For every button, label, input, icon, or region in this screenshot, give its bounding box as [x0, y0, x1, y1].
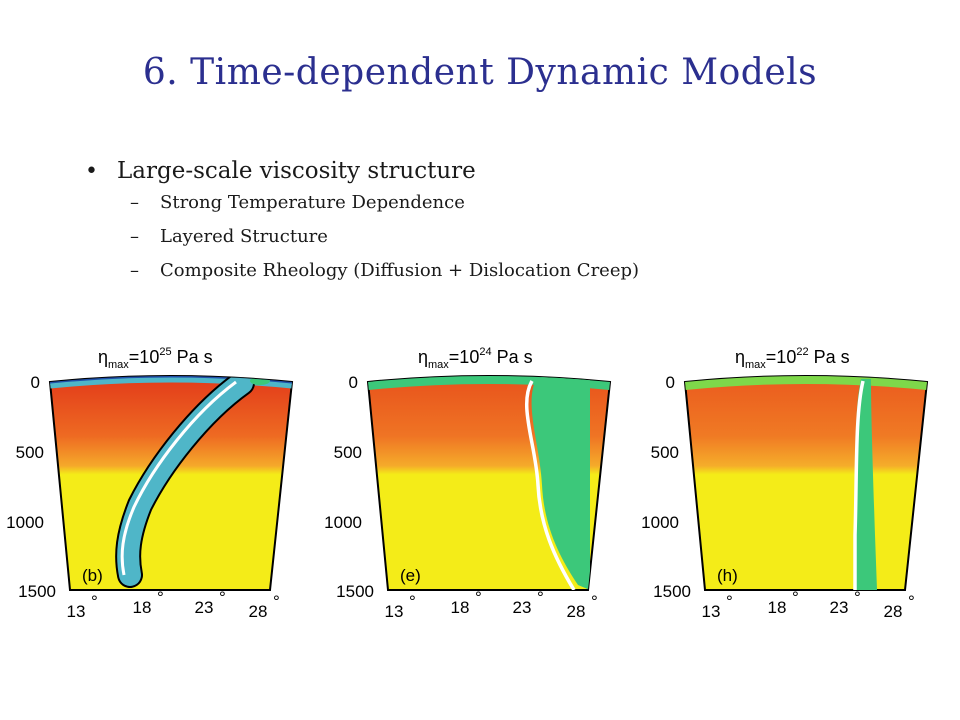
depth-tick: 500 — [16, 443, 44, 462]
slab-interface — [524, 380, 576, 590]
svg-text:ηmax=1025 Pa s: ηmax=1025 Pa s — [98, 346, 213, 371]
degree-symbol: ° — [409, 592, 416, 611]
sub-item-text: Composite Rheology (Diffusion + Dislocat… — [160, 260, 640, 281]
lon-tick: 18 — [133, 598, 152, 617]
svg-text:ηmax=1022 Pa s: ηmax=1022 Pa s — [735, 346, 850, 371]
bullet-dot-icon: • — [85, 159, 98, 184]
svg-text:ηmax=1024 Pa s: ηmax=1024 Pa s — [418, 346, 533, 371]
degree-symbol: ° — [591, 592, 598, 611]
depth-tick: 500 — [334, 443, 362, 462]
depth-tick: 0 — [31, 373, 40, 392]
sub-item: – Layered Structure — [130, 226, 885, 260]
degree-symbol: ° — [91, 592, 98, 611]
sub-item: – Composite Rheology (Diffusion + Disloc… — [130, 260, 885, 294]
slab-interface — [853, 380, 865, 590]
degree-symbol: ° — [537, 588, 544, 607]
lon-tick: 13 — [702, 602, 721, 621]
degree-symbol: ° — [908, 592, 915, 611]
panel-h: ηmax=1022 Pa s 0 500 1000 1500 (h) 13 18… — [641, 335, 955, 625]
panel-e-figure: ηmax=1024 Pa s 0 500 1000 1500 (e) 13 18… — [324, 346, 612, 621]
bullet-list: • Large-scale viscosity structure – Stro… — [85, 158, 885, 294]
lon-tick: 23 — [195, 598, 214, 617]
depth-tick: 1000 — [324, 513, 362, 532]
degree-symbol: ° — [792, 588, 799, 607]
lon-tick: 13 — [385, 602, 404, 621]
lon-tick: 23 — [830, 598, 849, 617]
lon-tick: 23 — [513, 598, 532, 617]
depth-tick: 0 — [349, 373, 358, 392]
lon-tick: 13 — [67, 602, 86, 621]
depth-tick: 1500 — [336, 582, 374, 601]
lon-tick: 18 — [768, 598, 787, 617]
degree-symbol: ° — [475, 588, 482, 607]
lon-tick: 28 — [567, 602, 586, 621]
panel-label: (h) — [717, 566, 738, 585]
eta-label: ηmax=1024 Pa s — [418, 346, 533, 371]
degree-symbol: ° — [273, 592, 280, 611]
lon-tick: 18 — [451, 598, 470, 617]
dash-icon: – — [130, 192, 139, 213]
depth-tick: 1000 — [641, 513, 679, 532]
sub-list: – Strong Temperature Dependence – Layere… — [130, 192, 885, 294]
sub-item-text: Layered Structure — [160, 226, 328, 247]
eta-label: ηmax=1025 Pa s — [98, 346, 213, 371]
sub-item: – Strong Temperature Dependence — [130, 192, 885, 226]
lithosphere-band — [685, 376, 927, 390]
panel-h-figure: ηmax=1022 Pa s 0 500 1000 1500 (h) 13 18… — [641, 346, 929, 621]
mantle-section — [683, 375, 929, 591]
depth-tick: 500 — [651, 443, 679, 462]
depth-tick: 1500 — [653, 582, 691, 601]
degree-symbol: ° — [854, 588, 861, 607]
dash-icon: – — [130, 260, 139, 281]
panel-label: (b) — [82, 566, 103, 585]
depth-tick: 1000 — [6, 513, 44, 532]
degree-symbol: ° — [219, 588, 226, 607]
lon-tick: 28 — [884, 602, 903, 621]
slab-interface — [120, 380, 237, 576]
dash-icon: – — [130, 226, 139, 247]
slab-body — [531, 376, 590, 590]
panel-e: ηmax=1024 Pa s 0 500 1000 1500 (e) 13 18… — [324, 335, 638, 625]
slab-body — [855, 379, 877, 590]
degree-symbol: ° — [157, 588, 164, 607]
bullet-item: • Large-scale viscosity structure — [85, 158, 885, 184]
degree-symbol: ° — [726, 592, 733, 611]
sub-item-text: Strong Temperature Dependence — [160, 192, 465, 213]
panel-b: ηmax=1025 Pa s 0 500 1000 1500 (b) 13 18… — [6, 335, 320, 625]
eta-label: ηmax=1022 Pa s — [735, 346, 850, 371]
slab-body — [117, 376, 253, 586]
depth-tick: 0 — [666, 373, 675, 392]
lon-tick: 28 — [249, 602, 268, 621]
panel-label: (e) — [400, 566, 421, 585]
panel-b-figure: ηmax=1025 Pa s 0 500 1000 1500 (b) 13 18… — [6, 346, 294, 621]
bullet-text: Large-scale viscosity structure — [117, 158, 476, 184]
slide-title: 6. Time-dependent Dynamic Models — [142, 52, 818, 93]
depth-tick: 1500 — [18, 582, 56, 601]
mantle-section — [48, 375, 294, 591]
